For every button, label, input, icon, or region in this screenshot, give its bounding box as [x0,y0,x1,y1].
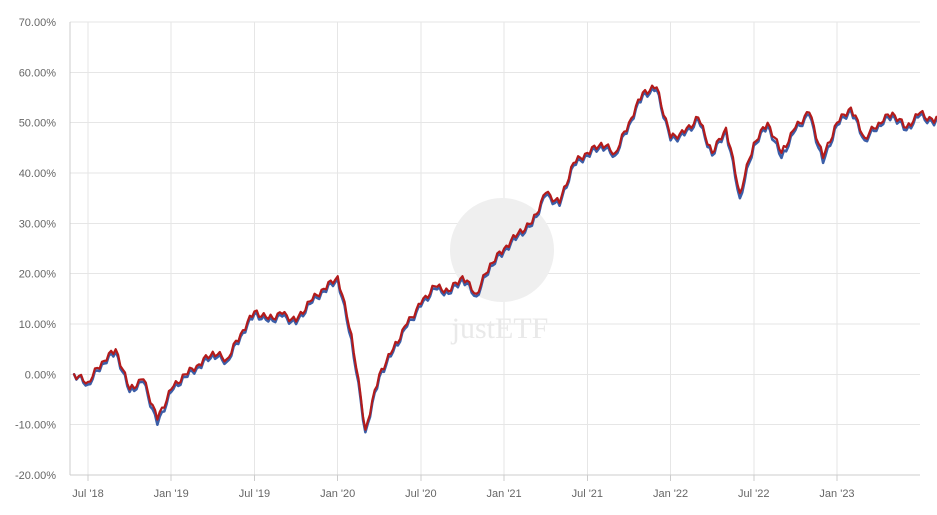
x-tick-label: Jul '20 [405,488,436,500]
x-tick-label: Jan '20 [320,488,355,500]
y-tick-label: -10.00% [15,420,56,432]
y-tick-label: 50.00% [19,118,57,130]
y-tick-label: -20.00% [15,470,56,482]
y-tick-label: 30.00% [19,218,57,230]
x-tick-label: Jan '22 [653,488,688,500]
x-tick-label: Jan '19 [154,488,189,500]
series-lines [72,84,937,434]
y-axis-tick-labels: 70.00% 60.00% 50.00% 40.00% 30.00% 20.00% 10.0… [15,17,56,482]
watermark: justETF [450,198,554,345]
x-tick-label: Jan '21 [487,488,522,500]
x-tick-label: Jul '19 [239,488,270,500]
y-tick-label: 0.00% [25,369,56,381]
y-tick-label: 70.00% [19,17,57,29]
x-tick-label: Jul '21 [572,488,603,500]
x-axis-tick-labels: Jul '18 Jan '19 Jul '19 Jan '20 Jul '20 Jan '… [72,488,854,500]
series-line-front [73,84,937,431]
x-tick-label: Jan '23 [819,488,854,500]
series-line-back [72,86,937,434]
x-tick-label: Jul '22 [738,488,769,500]
y-tick-label: 10.00% [19,319,57,331]
x-tick-label: Jul '18 [72,488,103,500]
y-tick-label: 20.00% [19,269,57,281]
y-tick-label: 60.00% [19,67,57,79]
watermark-text: justETF [451,312,549,345]
y-tick-label: 40.00% [19,168,57,180]
